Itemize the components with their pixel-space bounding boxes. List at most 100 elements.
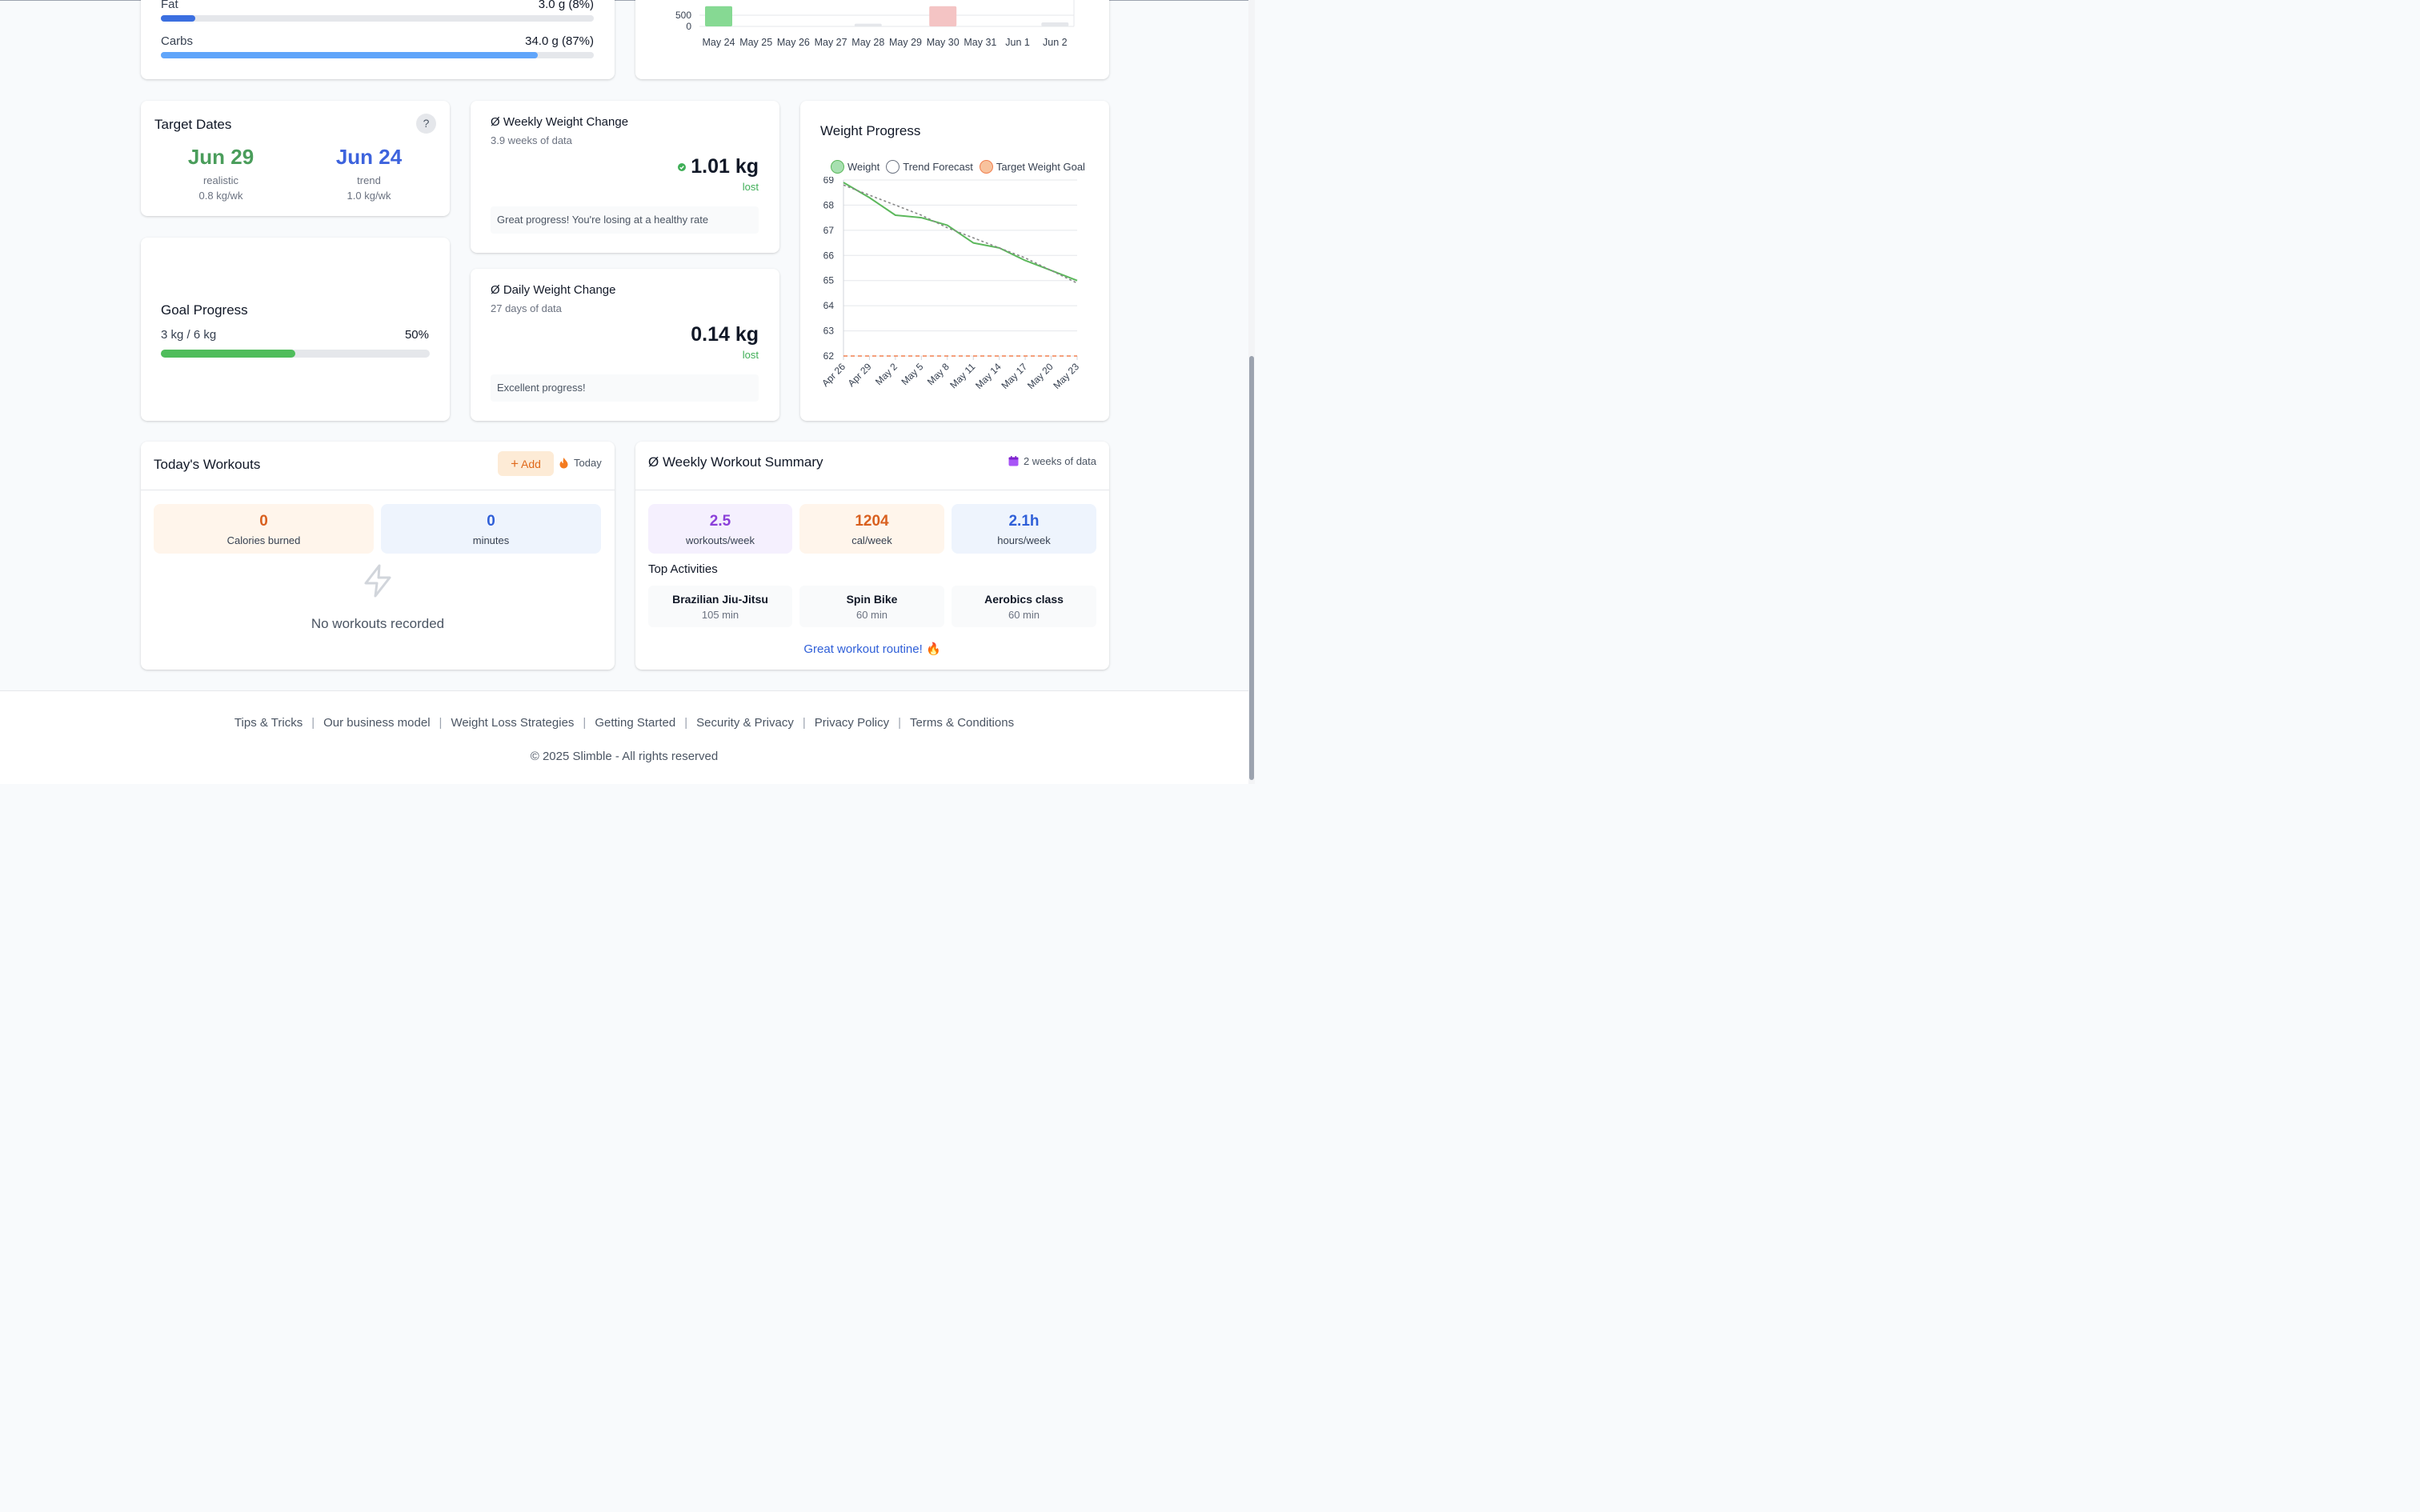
footer-link[interactable]: Weight Loss Strategies [451, 716, 575, 730]
footer-separator: | [802, 716, 806, 730]
x-tick-label: May 28 [851, 37, 884, 48]
weekly-weight-change-card: Ø Weekly Weight Change 3.9 weeks of data… [471, 101, 779, 253]
legend-weight-label[interactable]: Weight [847, 161, 880, 173]
workout-routine-message: Great workout routine! 🔥 [803, 642, 941, 656]
check-circle-icon [678, 162, 687, 171]
carbs-value: 34.0 g (87%) [525, 34, 594, 48]
cal-per-week-value: 1204 [855, 513, 889, 530]
trend-label: trend [357, 174, 381, 186]
footer-separator: | [311, 716, 315, 730]
calorie-bar[interactable] [1041, 22, 1069, 26]
macros-card: Fat 3.0 g (8%) Carbs 34.0 g (87%) [141, 0, 615, 79]
no-workouts-text: No workouts recorded [311, 616, 445, 631]
daily-weight-change-card: Ø Daily Weight Change 27 days of data 0.… [471, 269, 779, 421]
hours-per-week-label: hours/week [997, 534, 1051, 546]
carbs-label: Carbs [161, 34, 194, 48]
weekly-summary-title: Ø Weekly Workout Summary [648, 454, 823, 470]
footer-separator: | [898, 716, 902, 730]
minutes-label: minutes [472, 534, 510, 546]
hours-per-week-value: 2.1h [1008, 513, 1040, 530]
minutes-box: 0 minutes [381, 504, 601, 554]
footer-separator: | [439, 716, 443, 730]
legend-trend-label[interactable]: Trend Forecast [903, 161, 973, 173]
daily-change-message: Excellent progress! [491, 374, 759, 402]
y-tick-label: 0 [686, 21, 691, 32]
footer-link[interactable]: Getting Started [595, 716, 676, 730]
activity-minutes: 105 min [701, 609, 739, 621]
top-divider [0, 0, 1255, 1]
daily-change-direction: lost [742, 349, 759, 361]
activity-item: Aerobics class 60 min [952, 586, 1096, 627]
hours-per-week-box: 2.1h hours/week [952, 504, 1096, 554]
footer-link[interactable]: Terms & Conditions [910, 716, 1015, 730]
y-tick-label: 68 [823, 199, 835, 210]
x-tick-label: Jun 2 [1043, 37, 1068, 48]
fat-bar [161, 15, 594, 22]
calorie-bar[interactable] [705, 6, 732, 26]
todays-workouts-card: Today's Workouts + Add Today 0 Calories b… [141, 442, 615, 670]
footer: Tips & Tricks | Our business model | Weight … [0, 690, 1255, 784]
footer-link[interactable]: Tips & Tricks [234, 716, 303, 730]
calendar-icon [1008, 456, 1019, 466]
footer-separator: | [684, 716, 688, 730]
x-tick-label: Apr 29 [846, 361, 874, 389]
footer-link[interactable]: Privacy Policy [814, 716, 890, 730]
carbs-bar [161, 52, 594, 58]
workouts-per-week-box: 2.5 workouts/week [648, 504, 792, 554]
y-tick-label: 64 [823, 300, 835, 311]
fat-value: 3.0 g (8%) [538, 0, 594, 11]
legend-trend-swatch[interactable] [886, 160, 900, 174]
scrollbar-thumb[interactable] [1249, 356, 1254, 780]
x-tick-label: May 23 [1051, 361, 1081, 391]
weekly-change-title: Ø Weekly Weight Change [491, 115, 629, 129]
weekly-change-value: 1.01 kg [691, 155, 759, 178]
realistic-date: Jun 29 [187, 145, 254, 169]
help-button[interactable]: ? [416, 114, 436, 134]
todays-workouts-title: Today's Workouts [154, 457, 261, 472]
workouts-per-week-label: workouts/week [686, 534, 755, 546]
daily-change-title: Ø Daily Weight Change [491, 283, 616, 297]
legend-target-label[interactable]: Target Weight Goal [996, 161, 1085, 173]
daily-change-value: 0.14 kg [691, 323, 759, 346]
top-activities-title: Top Activities [648, 562, 718, 576]
minutes-value: 0 [487, 513, 495, 530]
weight-progress-card: Weight Progress Weight Trend Forecast Ta… [800, 101, 1109, 421]
today-label: Today [574, 457, 602, 469]
calories-burned-label: Calories burned [226, 534, 301, 546]
cal-per-week-box: 1204 cal/week [799, 504, 944, 554]
legend-target-swatch[interactable] [979, 160, 993, 174]
realistic-rate: 0.8 kg/wk [198, 190, 243, 202]
page-scrollbar[interactable] [1248, 0, 1255, 784]
goal-progress-amount: 3 kg / 6 kg [161, 328, 217, 342]
legend-weight-swatch[interactable] [831, 160, 844, 174]
calorie-bar[interactable] [929, 6, 957, 26]
x-tick-label: May 20 [1025, 361, 1056, 391]
footer-separator: | [583, 716, 587, 730]
weekly-workout-summary-card: Ø Weekly Workout Summary 2 weeks of data… [635, 442, 1109, 670]
x-tick-label: May 29 [889, 37, 922, 48]
activity-item: Brazilian Jiu-Jitsu 105 min [648, 586, 792, 627]
add-workout-button[interactable]: + Add [498, 451, 554, 476]
footer-link[interactable]: Security & Privacy [696, 716, 794, 730]
fat-bar-fill [161, 15, 196, 22]
goal-progress-title: Goal Progress [161, 302, 248, 318]
goal-progress-card: Goal Progress 3 kg / 6 kg 50% [141, 238, 450, 421]
activity-minutes: 60 min [855, 609, 888, 621]
weekly-change-subtitle: 3.9 weeks of data [491, 134, 572, 146]
activity-minutes: 60 min [1008, 609, 1040, 621]
calories-burned-box: 0 Calories burned [154, 504, 374, 554]
weight-series-line [843, 182, 1078, 282]
goal-progress-percent: 50% [404, 328, 429, 342]
x-tick-label: May 24 [703, 37, 735, 48]
y-tick-label: 63 [823, 326, 835, 337]
y-tick-label: 67 [823, 225, 835, 236]
calorie-bar[interactable] [854, 23, 882, 26]
weight-progress-title: Weight Progress [820, 123, 921, 138]
plus-icon: + [511, 456, 519, 471]
x-tick-label: May 14 [973, 361, 1004, 391]
activity-item: Spin Bike 60 min [799, 586, 944, 627]
target-dates-card: Target Dates ? Jun 29 realistic 0.8 kg/w… [141, 101, 450, 216]
footer-link[interactable]: Our business model [323, 716, 431, 730]
